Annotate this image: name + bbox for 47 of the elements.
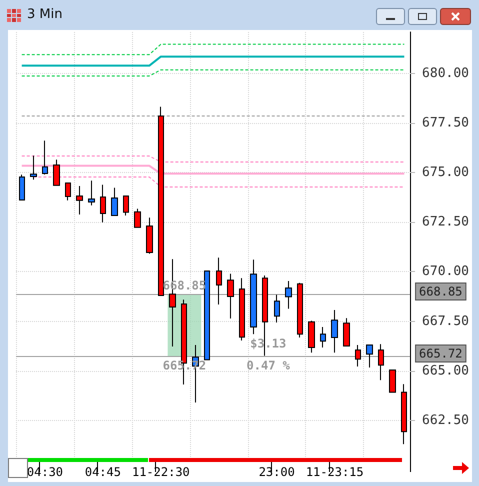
candlestick — [204, 270, 210, 360]
y-tick-label: 670.00 — [422, 264, 470, 280]
candlestick — [250, 259, 257, 335]
ref-line-label: 665.72 — [419, 346, 462, 361]
candlestick — [343, 318, 350, 347]
y-tick-label: 667.50 — [422, 314, 470, 329]
candlestick — [355, 344, 361, 367]
candlestick — [134, 208, 141, 228]
candlestick — [111, 187, 118, 216]
candlestick — [378, 344, 384, 381]
candlestick — [19, 174, 25, 201]
candlestick — [308, 320, 315, 354]
x-tick-label: 11-23:15 — [306, 465, 364, 479]
y-tick-label: 680.00 — [422, 66, 470, 82]
candlestick — [274, 294, 280, 323]
candlestick — [389, 370, 396, 393]
candlestick — [30, 155, 37, 180]
candlestick — [331, 309, 338, 354]
candlestick — [227, 273, 234, 320]
candlestick — [366, 344, 373, 368]
candlestick — [239, 278, 245, 342]
candlestick — [158, 106, 164, 296]
candlestick — [42, 140, 48, 175]
candlestick — [146, 217, 153, 254]
candlestick — [88, 180, 95, 206]
candlestick — [76, 185, 83, 215]
candlestick — [401, 384, 407, 445]
x-tick-label: 04:30 — [26, 465, 64, 479]
y-tick-label: 662.50 — [422, 412, 470, 428]
candlestick — [65, 182, 71, 201]
candlestick — [123, 196, 129, 216]
y-tick-label: 677.50 — [422, 116, 470, 131]
chart-title: 3 Min — [27, 7, 62, 22]
y-tick-label: 675.00 — [422, 165, 470, 180]
y-tick-label: 672.50 — [422, 214, 470, 230]
candlestick — [297, 282, 303, 338]
x-tick-label: 11-22:30 — [132, 465, 190, 479]
ref-line-label: 668.85 — [419, 284, 462, 299]
annotation: 0.47 % — [246, 358, 291, 373]
candlestick — [285, 280, 292, 310]
y-tick-label: 665.00 — [422, 363, 470, 378]
candlestick — [216, 257, 222, 305]
x-tick-label: 04:45 — [84, 465, 121, 479]
x-tick-label: 23:00 — [258, 465, 295, 479]
candlestick — [100, 184, 106, 223]
candlestick — [53, 159, 60, 186]
candlestick — [320, 326, 326, 348]
